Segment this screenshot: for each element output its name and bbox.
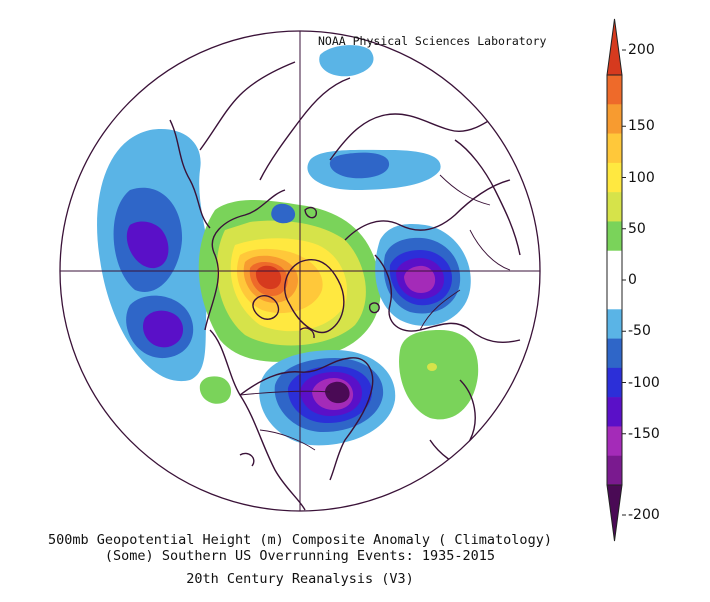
colorbar-segment (607, 162, 622, 193)
siberia-trough-mid (329, 152, 390, 179)
colorbar-segment (607, 426, 622, 457)
caption-source: 20th Century Reanalysis (V3) (186, 571, 414, 587)
colorbar-segment (607, 133, 622, 164)
coastlines (169, 61, 521, 511)
colorbar-tick-label: 150 (628, 118, 655, 135)
colorbar-segment (607, 338, 622, 369)
atlantic-ridge-core (427, 363, 437, 371)
colorbar-tick-label: 100 (628, 169, 655, 186)
colorbar-bottom-arrow (606, 484, 623, 542)
pacific-positive-patch (199, 376, 232, 404)
borders (239, 174, 511, 451)
us-trough-core (325, 381, 350, 404)
caption-title: 500mb Geopotential Height (m) Composite … (48, 532, 552, 548)
colorbar-segment (607, 75, 622, 105)
anomaly-field (97, 45, 479, 446)
pacific-trough-core-south (142, 310, 184, 348)
colorbar (606, 18, 626, 542)
colorbar-tick-label: 0 (628, 272, 637, 288)
colorbar-segment (607, 455, 622, 486)
caption-subtitle: (Some) Southern US Overrunning Events: 1… (104, 548, 496, 564)
credit-text: NOAA Physical Sciences Laboratory (318, 34, 547, 48)
colorbar-segment (607, 221, 622, 252)
arctic-ridge-core (255, 265, 282, 290)
colorbar-segment (607, 397, 622, 427)
arctic-north-trough (319, 45, 374, 77)
colorbar-segment (607, 280, 622, 310)
europe-trough-core (404, 265, 436, 293)
colorbar-tick-label: 200 (628, 42, 655, 58)
colorbar-segment (607, 367, 622, 398)
colorbar-segment (607, 250, 622, 281)
colorbar-tick-label: -200 (628, 507, 660, 523)
colorbar-tick-label: 50 (628, 220, 646, 237)
pacific-trough-core-north (126, 221, 169, 269)
colorbar-tick-label: -100 (628, 374, 660, 391)
alaska-trough (271, 203, 296, 224)
colorbar-segment (607, 309, 622, 339)
atlantic-ridge (399, 330, 479, 420)
colorbar-segment (607, 104, 622, 134)
colorbar-tick-label: -50 (628, 323, 651, 340)
colorbar-top-arrow (606, 18, 623, 76)
colorbar-segment (607, 192, 622, 222)
colorbar-tick-label: -150 (628, 425, 660, 442)
hemisphere-boundary (59, 30, 541, 512)
